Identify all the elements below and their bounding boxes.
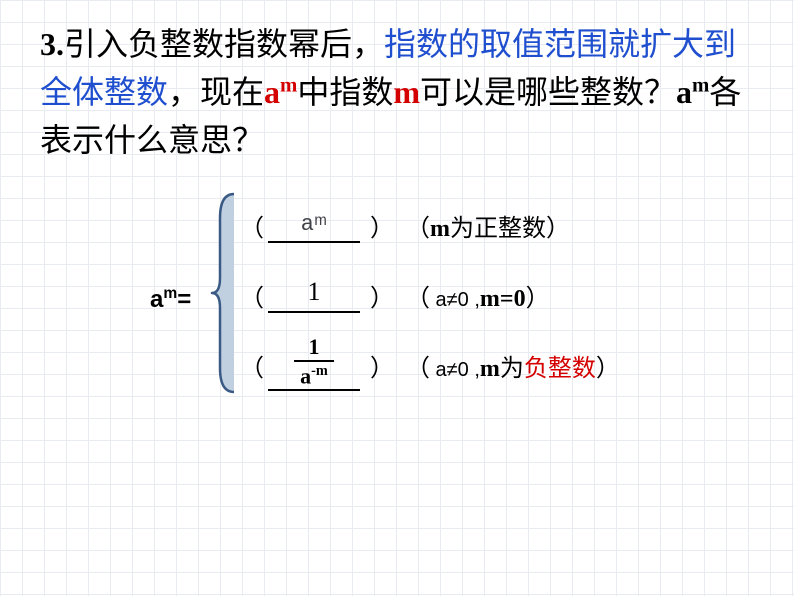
case-condition: （ a≠0 ,m=0） (406, 278, 550, 313)
question-number: 3. (40, 26, 64, 62)
case-row: （ 1 a-m ） （ a≠0 ,m为负整数） (240, 330, 700, 400)
blank-2: 1 (268, 277, 360, 313)
left-brace-icon (210, 188, 240, 398)
case-row: （ 1 ） （ a≠0 ,m=0） (240, 260, 700, 330)
case-condition: （ a≠0 ,m为负整数） (406, 348, 620, 383)
piecewise-definition: am= （ aᵐ ） （m为正整数） （ 1 ） （ a≠0 ,m=0） (150, 190, 710, 400)
case-row: （ aᵐ ） （m为正整数） (240, 190, 700, 260)
case-condition: （m为正整数） (406, 208, 570, 243)
cases-list: （ aᵐ ） （m为正整数） （ 1 ） （ a≠0 ,m=0） （ 1 (240, 190, 700, 400)
question-text: 3.引入负整数指数幂后，指数的取值范围就扩大到全体整数，现在am中指数m可以是哪… (40, 20, 760, 164)
blank-1: aᵐ (268, 207, 360, 243)
blank-3: 1 a-m (268, 339, 360, 391)
fraction: 1 a-m (294, 336, 334, 387)
lhs-expression: am= (150, 285, 191, 314)
